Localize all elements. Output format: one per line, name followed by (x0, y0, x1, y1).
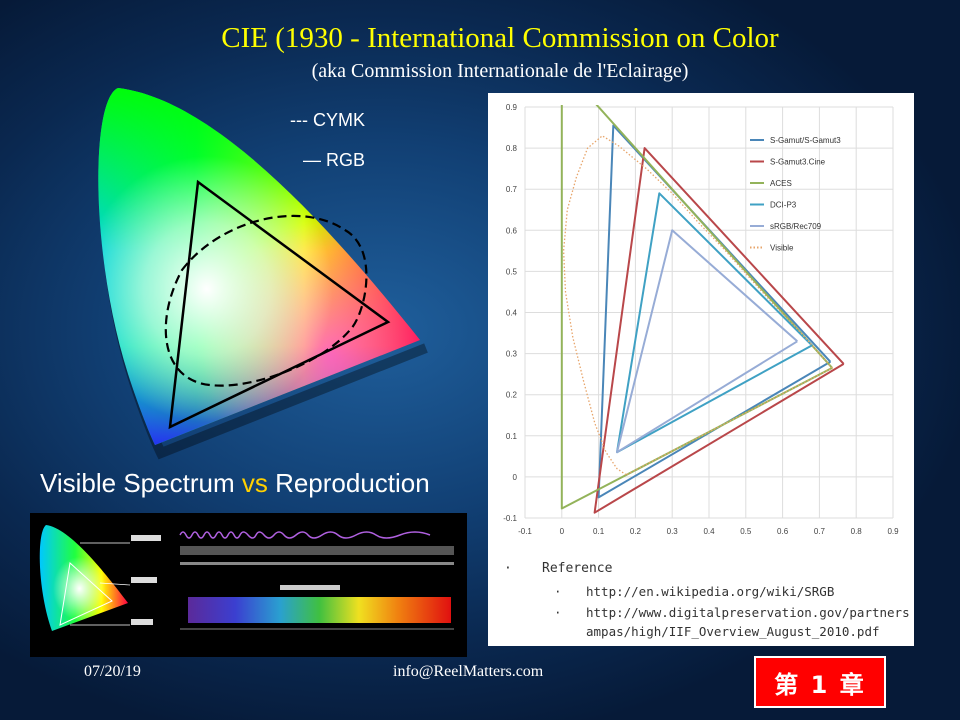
footer-date: 07/20/19 (84, 663, 141, 680)
series-visible (562, 135, 833, 476)
x-tick-label: 0.4 (703, 527, 715, 536)
heading-part-visible-spectrum: Visible Spectrum (40, 468, 242, 498)
x-tick-label: 0 (560, 527, 565, 536)
reference-link-1[interactable]: http://en.wikipedia.org/wiki/SRGB (586, 584, 835, 599)
reference-link-2[interactable]: http://www.digitalpreservation.gov/partn… (586, 605, 910, 620)
y-tick-label: 0.7 (506, 185, 518, 194)
x-tick-label: -0.1 (518, 527, 532, 536)
y-tick-label: 0.8 (506, 144, 518, 153)
x-tick-label: 0.3 (667, 527, 679, 536)
reference-link-bullet-2: · (554, 605, 562, 620)
chart-tick-labels: -0.1 0 0.1 0.2 0.3 0.4 0.5 0.6 0.7 0.8 0.9 -0.1 0 0.1… (503, 103, 899, 536)
chart-series (560, 105, 845, 514)
cymk-legend-label: --- CYMK (290, 110, 365, 130)
series-dci-p3 (616, 192, 813, 454)
x-tick-label: 0.6 (777, 527, 789, 536)
legend-label: ACES (770, 179, 792, 188)
legend-label: S-Gamut/S-Gamut3 (770, 136, 841, 145)
section-heading: Visible Spectrum vs Reproduction (40, 468, 430, 499)
x-tick-label: 0.1 (593, 527, 605, 536)
y-tick-label: -0.1 (503, 514, 517, 523)
chart-legend: S-Gamut/S-Gamut3 S-Gamut3.Cine ACES DCI-P3 s… (750, 136, 841, 253)
legend-label: sRGB/Rec709 (770, 222, 822, 231)
reference-link-2-continued[interactable]: ampas/high/IIF_Overview_August_2010.pdf (586, 624, 880, 639)
y-tick-label: 0.2 (506, 391, 518, 400)
slide-subtitle: (aka Commission Internationale de l'Ecla… (311, 60, 689, 82)
spectrum-infographic-image (30, 513, 467, 657)
series-s-gamut3-cine (593, 147, 845, 514)
chapter-badge: 第 1 章 (754, 656, 886, 708)
y-tick-label: 0.6 (506, 226, 518, 235)
reference-bullet: · (504, 561, 512, 576)
footer-email: info@ReelMatters.com (393, 663, 544, 680)
rgb-legend-label: — RGB (303, 150, 366, 170)
cie-diagram-illustration (98, 88, 428, 460)
reference-heading-text: Reference (542, 561, 613, 576)
slide-title: CIE (1930 - International Commission on … (221, 22, 779, 54)
x-tick-label: 0.2 (630, 527, 642, 536)
x-tick-label: 0.9 (887, 527, 899, 536)
x-tick-label: 0.5 (740, 527, 752, 536)
heading-part-reproduction: Reproduction (267, 468, 430, 498)
reference-list: · Reference · http://en.wikipedia.org/wik… (488, 555, 914, 645)
y-tick-label: 0.3 (506, 350, 518, 359)
gamut-chart-panel: -0.1 0 0.1 0.2 0.3 0.4 0.5 0.6 0.7 0.8 0.9 -0.1 0 0.1… (488, 93, 914, 646)
legend-label: Visible (770, 244, 794, 253)
cymk-gamut-outline (164, 214, 368, 387)
reference-heading: · Reference (504, 561, 612, 576)
reference-link-bullet-1: · (554, 584, 562, 599)
heading-part-vs: vs (241, 468, 268, 498)
y-tick-label: 0.5 (506, 267, 518, 276)
legend-label: S-Gamut3.Cine (770, 158, 826, 167)
y-tick-label: 0.4 (506, 309, 518, 318)
legend-label: DCI-P3 (770, 201, 797, 210)
x-tick-label: 0.7 (814, 527, 826, 536)
y-tick-label: 0.9 (506, 103, 518, 112)
x-tick-label: 0.8 (851, 527, 863, 536)
gamut-chart: -0.1 0 0.1 0.2 0.3 0.4 0.5 0.6 0.7 0.8 0.9 -0.1 0 0.1… (503, 103, 899, 536)
rgb-gamut-triangle (168, 179, 391, 430)
y-tick-label: 0.1 (506, 432, 518, 441)
series-aces (560, 105, 833, 510)
y-tick-label: 0 (513, 473, 518, 482)
series-srgb-rec709 (616, 229, 798, 454)
